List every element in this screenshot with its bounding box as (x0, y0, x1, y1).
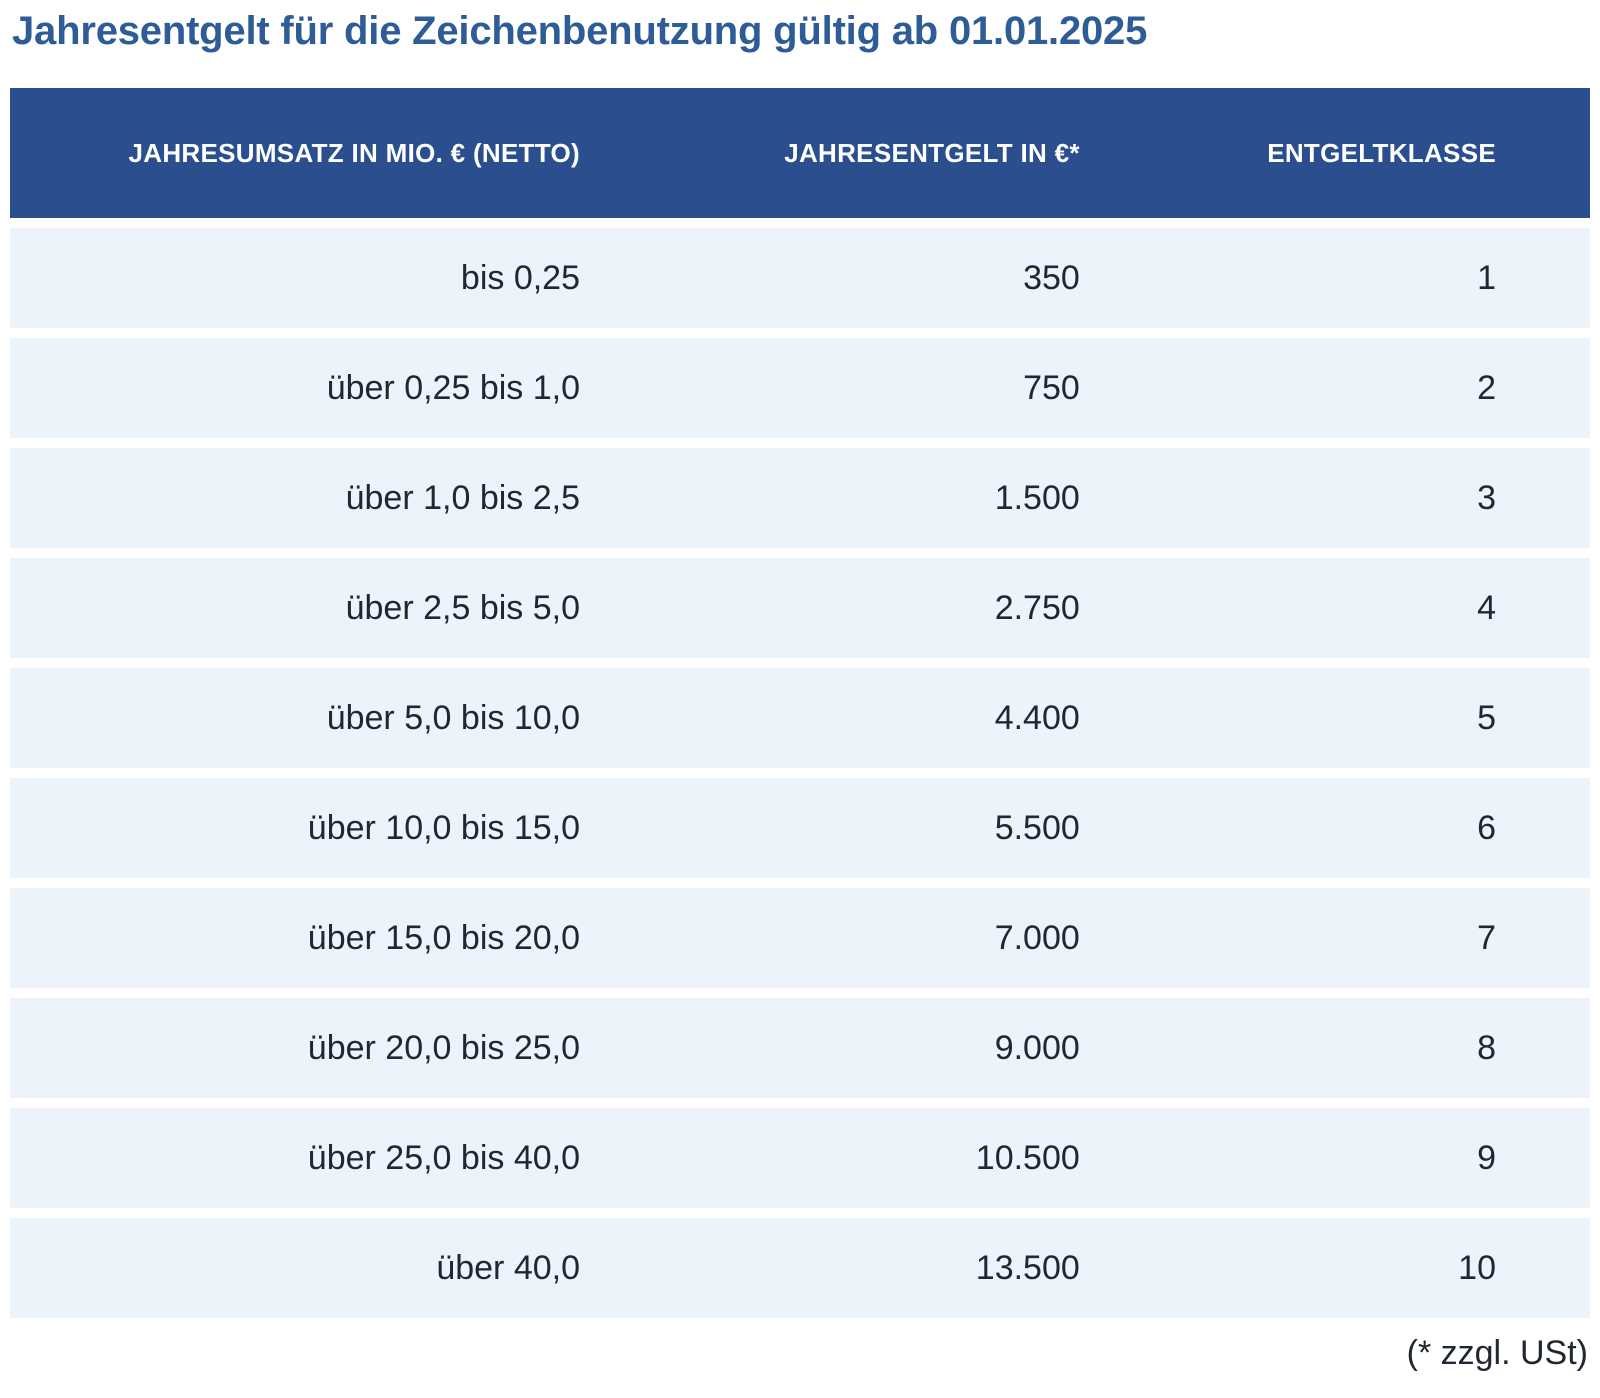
umsatz-cell: über 5,0 bis 10,0 (326, 698, 580, 737)
entgelt-cell: 750 (1023, 368, 1080, 407)
umsatz-cell: über 2,5 bis 5,0 (345, 588, 580, 627)
klasse-cell: 2 (1477, 368, 1496, 407)
klasse-cell: 6 (1477, 808, 1496, 847)
table-row: über 0,25 bis 1,0 750 2 (10, 338, 1590, 438)
page-title: Jahresentgelt für die Zeichenbenutzung g… (12, 9, 1148, 53)
klasse-cell: 4 (1477, 588, 1496, 627)
umsatz-cell: über 10,0 bis 15,0 (307, 808, 580, 847)
entgelt-cell: 350 (1023, 258, 1080, 297)
entgelt-cell: 7.000 (994, 918, 1080, 957)
umsatz-cell: bis 0,25 (460, 258, 580, 297)
vat-footnote: (* zzgl. USt) (1406, 1334, 1588, 1372)
entgelt-cell: 13.500 (975, 1248, 1080, 1287)
table-row: über 40,0 13.500 10 (10, 1218, 1590, 1318)
entgelt-cell: 1.500 (994, 478, 1080, 517)
umsatz-cell: über 25,0 bis 40,0 (307, 1138, 580, 1177)
column-header-jahresentgelt: JAHRESENTGELT IN €* (784, 137, 1080, 168)
umsatz-cell: über 1,0 bis 2,5 (345, 478, 580, 517)
umsatz-cell: über 20,0 bis 25,0 (307, 1028, 580, 1067)
entgelt-cell: 9.000 (994, 1028, 1080, 1067)
klasse-cell: 3 (1477, 478, 1496, 517)
klasse-cell: 8 (1477, 1028, 1496, 1067)
table-row: über 25,0 bis 40,0 10.500 9 (10, 1108, 1590, 1208)
table-row: über 10,0 bis 15,0 5.500 6 (10, 778, 1590, 878)
umsatz-cell: über 40,0 (436, 1248, 580, 1287)
entgelt-cell: 4.400 (994, 698, 1080, 737)
table-row: über 15,0 bis 20,0 7.000 7 (10, 888, 1590, 988)
table-row: über 1,0 bis 2,5 1.500 3 (10, 448, 1590, 548)
table-header-row: JAHRESUMSATZ IN MIO. € (NETTO) JAHRESENT… (10, 88, 1590, 218)
entgelt-cell: 2.750 (994, 588, 1080, 627)
table-row: über 2,5 bis 5,0 2.750 4 (10, 558, 1590, 658)
klasse-cell: 5 (1477, 698, 1496, 737)
klasse-cell: 9 (1477, 1138, 1496, 1177)
fee-table: JAHRESUMSATZ IN MIO. € (NETTO) JAHRESENT… (10, 88, 1590, 1318)
table-row: über 5,0 bis 10,0 4.400 5 (10, 668, 1590, 768)
entgelt-cell: 10.500 (975, 1138, 1080, 1177)
entgelt-cell: 5.500 (994, 808, 1080, 847)
column-header-entgeltklasse: ENTGELTKLASSE (1267, 137, 1496, 168)
klasse-cell: 7 (1477, 918, 1496, 957)
klasse-cell: 1 (1477, 258, 1496, 297)
table-row: über 20,0 bis 25,0 9.000 8 (10, 998, 1590, 1098)
table-row: bis 0,25 350 1 (10, 228, 1590, 328)
klasse-cell: 10 (1458, 1248, 1496, 1287)
column-header-jahresumsatz: JAHRESUMSATZ IN MIO. € (NETTO) (128, 137, 580, 168)
umsatz-cell: über 15,0 bis 20,0 (307, 918, 580, 957)
umsatz-cell: über 0,25 bis 1,0 (326, 368, 580, 407)
